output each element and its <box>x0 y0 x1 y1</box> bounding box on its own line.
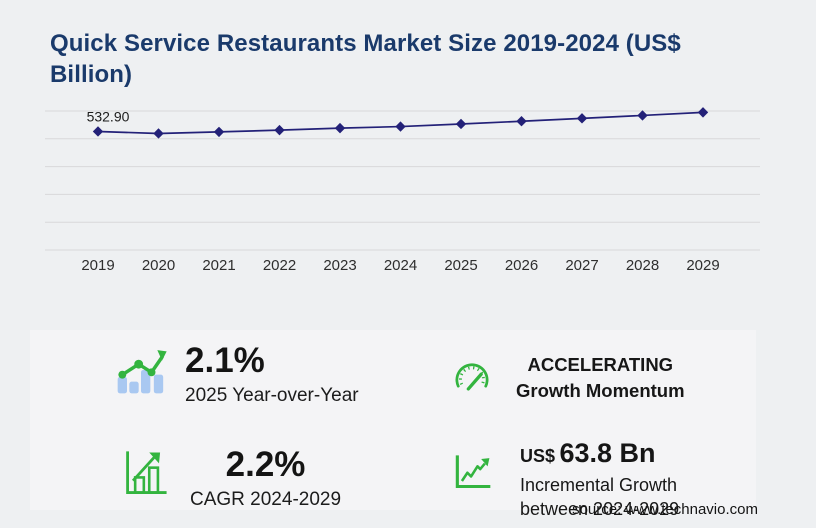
incremental-label-2: between 2024-2029 <box>520 499 680 519</box>
x-axis-label: 2020 <box>142 257 175 274</box>
stat-momentum: ACCELERATING Growth Momentum <box>450 352 685 404</box>
x-axis-label: 2027 <box>565 257 598 274</box>
incremental-value: US$ 63.8 Bn <box>520 438 679 473</box>
page-title: Quick Service Restaurants Market Size 20… <box>50 30 681 89</box>
data-point-label: 532.90 <box>87 108 130 124</box>
trend-bars-icon <box>117 350 167 394</box>
incremental-label-1: Incremental Growth <box>520 475 678 495</box>
stat-incremental: US$ 63.8 Bn Incremental Growth between 2… <box>450 438 679 521</box>
source-credit: source: www.technavio.com <box>572 501 758 518</box>
cagr-label: CAGR 2024-2029 <box>190 489 342 510</box>
incremental-currency: US$ <box>520 446 556 466</box>
incremental-amount: 63.8 Bn <box>559 438 656 468</box>
bar-growth-icon <box>126 451 167 494</box>
line-chart-svg: 2019 2020 2021 2022 2023 2024 2025 2026 2027 2028… <box>45 107 760 274</box>
x-axis-label: 2028 <box>626 257 659 274</box>
x-axis-label: 2025 <box>444 257 477 274</box>
x-axis-label: 2021 <box>202 257 235 274</box>
momentum-status: ACCELERATING <box>527 354 674 375</box>
x-axis-label: 2024 <box>384 257 417 274</box>
stat-yoy: 2.1% 2025 Year-over-Year <box>113 342 359 408</box>
speedometer-icon <box>455 363 489 391</box>
yoy-label: 2025 Year-over-Year <box>185 385 359 406</box>
momentum-label: Growth Momentum <box>516 380 685 401</box>
line-growth-icon <box>455 455 491 489</box>
x-axis-label: 2029 <box>686 257 719 274</box>
x-axis-label: 2023 <box>323 257 356 274</box>
stat-cagr: 2.2% CAGR 2024-2029 <box>120 446 341 512</box>
x-axis-label: 2022 <box>263 257 296 274</box>
stats-panel: 2.1% 2025 Year-over-Year ACCELERATING Gr… <box>30 330 756 519</box>
x-axis-label: 2026 <box>505 257 538 274</box>
x-axis-label: 2019 <box>81 257 114 274</box>
cagr-value: 2.2% <box>225 445 306 484</box>
yoy-value: 2.1% <box>185 341 265 380</box>
market-size-line-chart: 2019 2020 2021 2022 2023 2024 2025 2026 2027 2028… <box>45 98 760 280</box>
